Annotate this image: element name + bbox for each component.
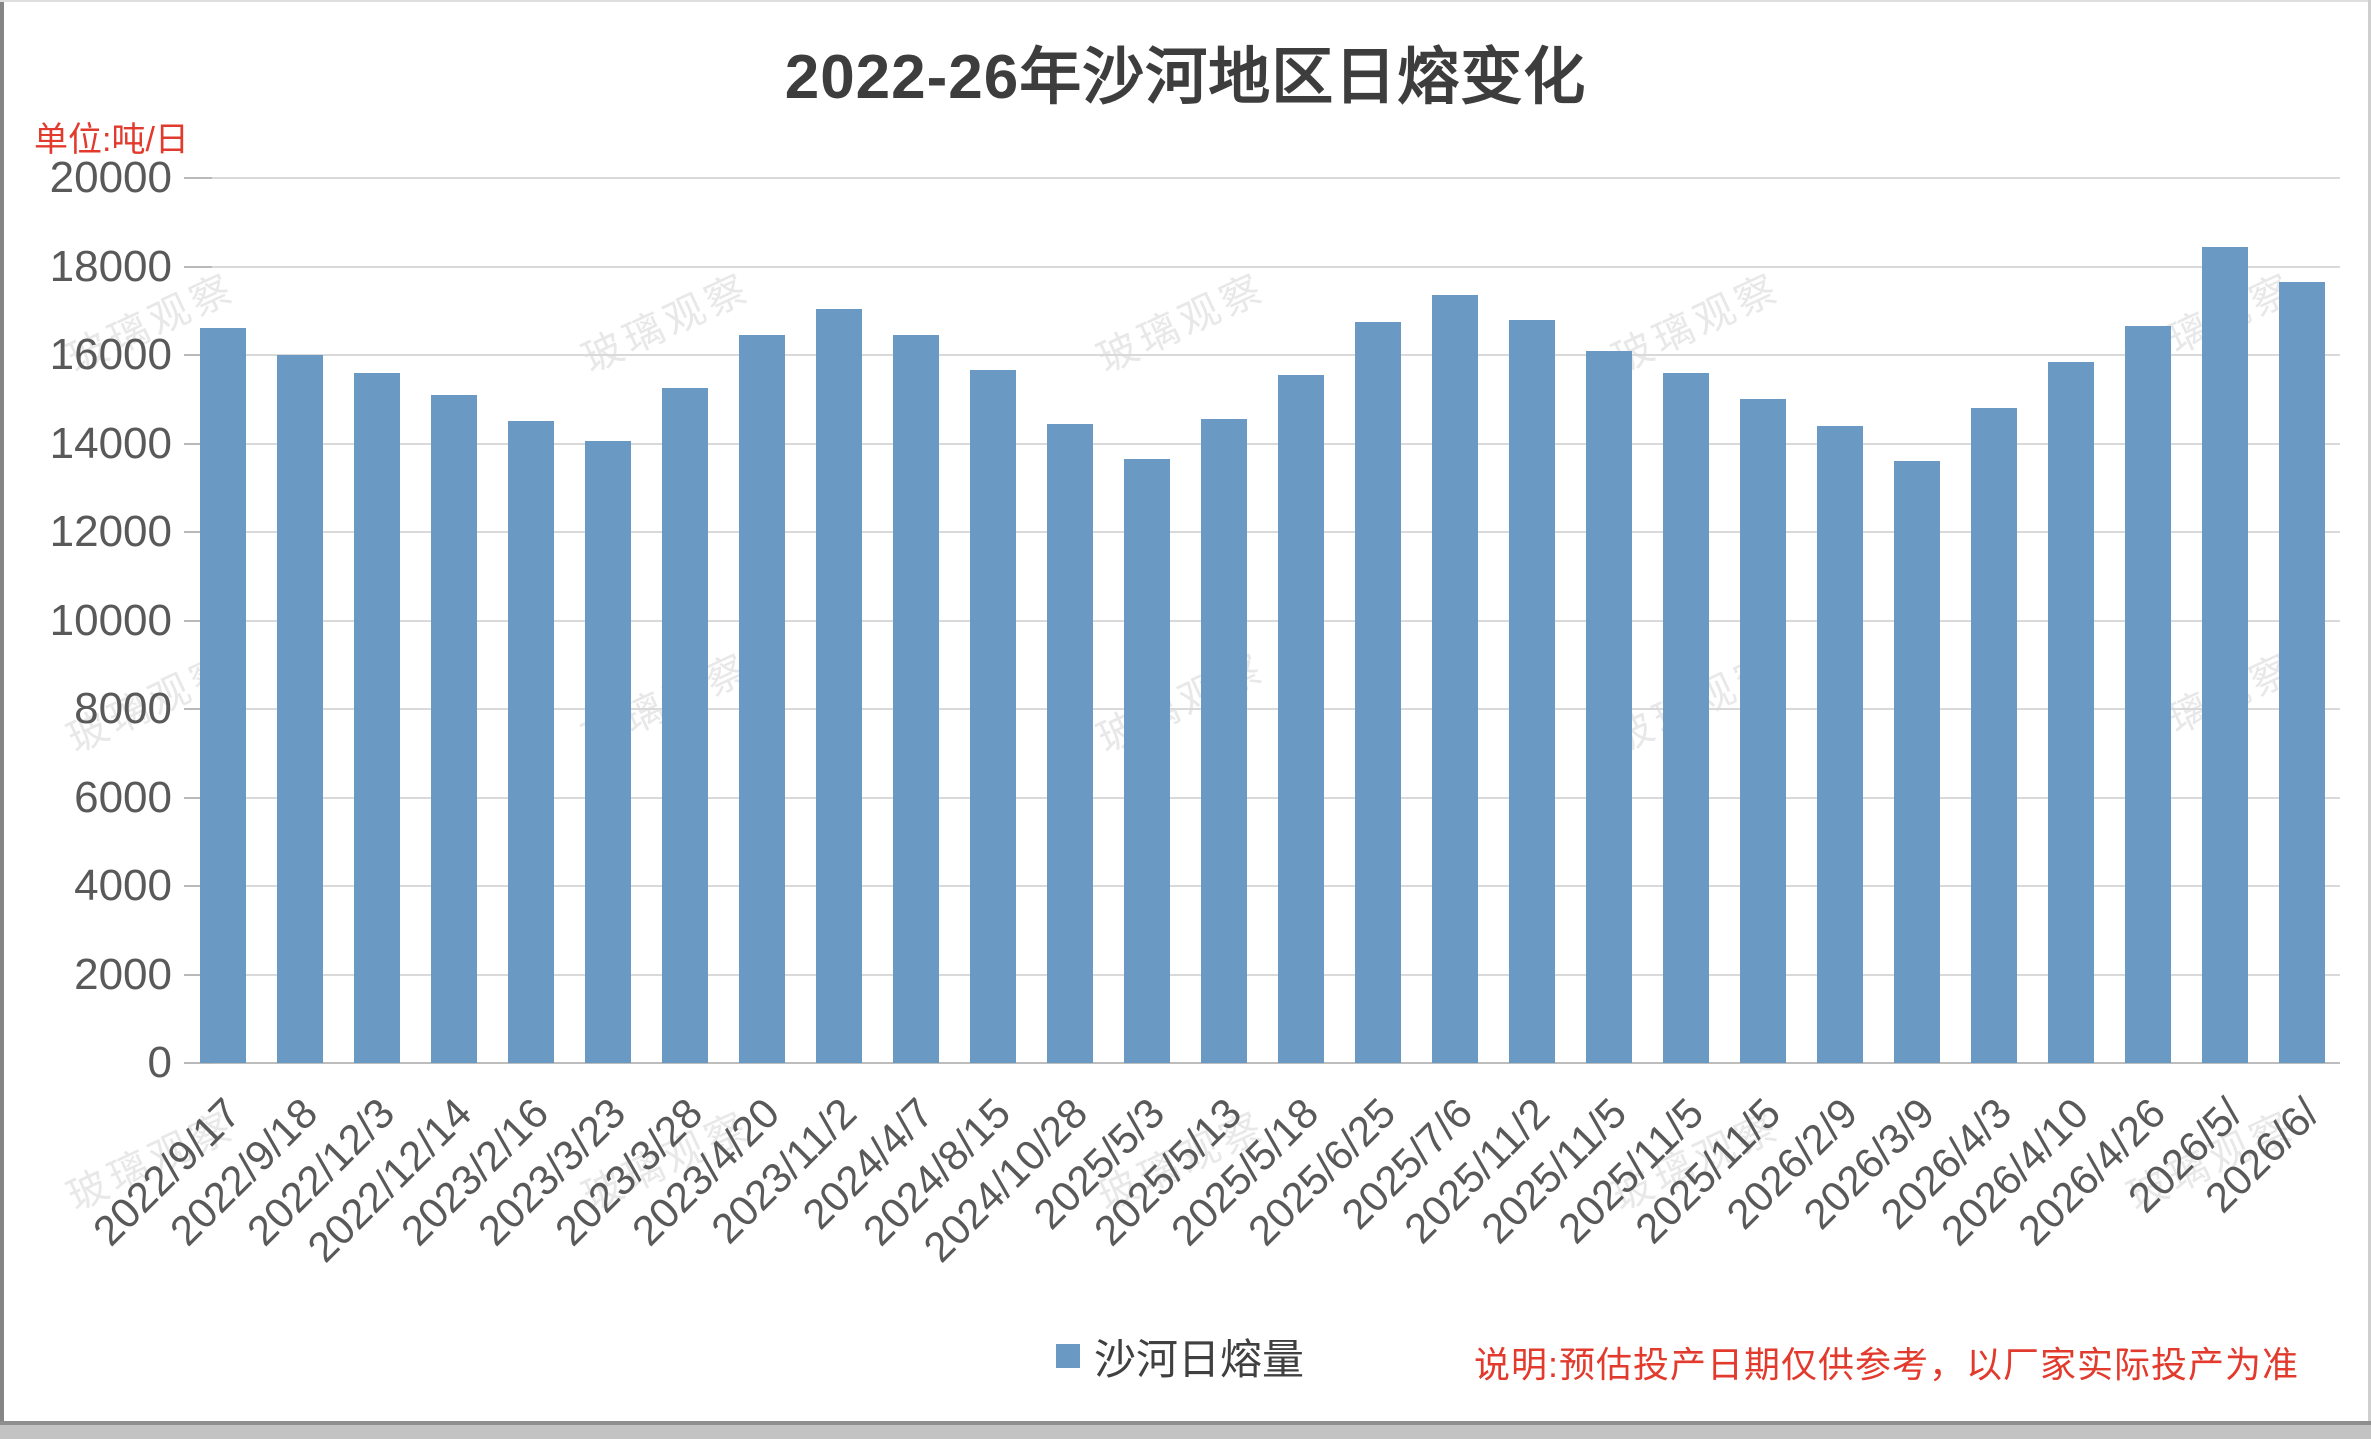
bar-24 bbox=[1970, 408, 2017, 1063]
y-axis-tick bbox=[184, 796, 212, 799]
bar-23 bbox=[1893, 461, 1940, 1063]
bar-5 bbox=[507, 421, 554, 1063]
y-axis-tick bbox=[184, 885, 212, 887]
bar-9 bbox=[815, 308, 862, 1063]
bar-25 bbox=[2047, 361, 2094, 1063]
gridline bbox=[184, 1062, 2340, 1064]
y-axis-label: 6000 bbox=[74, 772, 172, 822]
y-axis-tick bbox=[184, 619, 212, 622]
bar-17 bbox=[1431, 295, 1478, 1063]
gridline bbox=[184, 885, 2340, 887]
bar-12 bbox=[1046, 423, 1093, 1063]
bar-28 bbox=[2278, 281, 2325, 1063]
y-axis-tick bbox=[184, 1062, 212, 1064]
bar-14 bbox=[1200, 419, 1247, 1063]
window-bottom-edge bbox=[0, 1421, 2371, 1425]
watermark: 玻璃观察 bbox=[575, 265, 758, 382]
bar-2 bbox=[276, 355, 323, 1063]
y-axis-label: 2000 bbox=[74, 949, 172, 999]
gridline bbox=[184, 265, 2340, 268]
gridline bbox=[184, 796, 2340, 799]
bar-16 bbox=[1354, 321, 1401, 1063]
gridline bbox=[184, 619, 2340, 622]
y-axis-label: 20000 bbox=[49, 153, 172, 202]
gridline bbox=[184, 354, 2340, 356]
window-left-edge bbox=[0, 0, 4, 1439]
y-axis-label: 18000 bbox=[49, 241, 172, 291]
bar-3 bbox=[353, 372, 400, 1063]
gridline bbox=[184, 973, 2340, 976]
bar-6 bbox=[584, 441, 631, 1063]
legend-color-swatch bbox=[1056, 1344, 1080, 1368]
bar-4 bbox=[430, 394, 477, 1063]
bar-19 bbox=[1585, 350, 1632, 1063]
y-axis-tick bbox=[184, 354, 212, 356]
bar-27 bbox=[2201, 246, 2248, 1063]
bar-22 bbox=[1816, 425, 1863, 1063]
y-axis-label: 0 bbox=[147, 1038, 172, 1087]
legend-series-label: 沙河日熔量 bbox=[1094, 1335, 1305, 1383]
y-axis-label: 16000 bbox=[49, 330, 172, 379]
y-axis-label: 4000 bbox=[74, 861, 172, 910]
bar-21 bbox=[1739, 399, 1786, 1063]
bar-8 bbox=[738, 335, 785, 1063]
y-axis-tick bbox=[184, 708, 212, 710]
window-bottom-bar bbox=[0, 1425, 2371, 1439]
window-top-edge bbox=[0, 0, 2371, 2]
bar-26 bbox=[2124, 326, 2171, 1063]
y-axis-label: 8000 bbox=[74, 684, 172, 733]
y-axis-label: 14000 bbox=[49, 418, 172, 468]
bar-13 bbox=[1123, 458, 1170, 1063]
bar-10 bbox=[892, 335, 939, 1063]
y-axis-label: 12000 bbox=[49, 507, 172, 556]
bar-15 bbox=[1277, 374, 1324, 1063]
legend: 沙河日熔量 bbox=[1056, 1332, 1304, 1383]
chart-title: 2022-26年沙河地区日熔变化 bbox=[784, 43, 1587, 112]
y-axis-tick bbox=[184, 265, 212, 268]
gridline bbox=[184, 531, 2340, 533]
y-axis-tick bbox=[184, 531, 212, 533]
bar-1 bbox=[199, 328, 246, 1063]
gridline bbox=[184, 708, 2340, 710]
y-axis-tick bbox=[184, 442, 212, 445]
y-axis-tick bbox=[184, 177, 212, 179]
y-axis-tick bbox=[184, 973, 212, 976]
y-axis-label: 10000 bbox=[49, 595, 172, 645]
gridline bbox=[184, 442, 2340, 445]
bar-11 bbox=[969, 370, 1016, 1063]
bar-7 bbox=[661, 388, 708, 1063]
window-right-edge bbox=[2368, 0, 2371, 1439]
bar-18 bbox=[1508, 319, 1555, 1063]
bar-20 bbox=[1662, 372, 1709, 1063]
unit-label: 单位:吨/日 bbox=[34, 121, 189, 159]
gridline bbox=[184, 177, 2340, 179]
disclaimer-note: 说明:预估投产日期仅供参考，以厂家实际投产为准 bbox=[1474, 1344, 2300, 1385]
watermark: 玻璃观察 bbox=[1090, 265, 1273, 382]
